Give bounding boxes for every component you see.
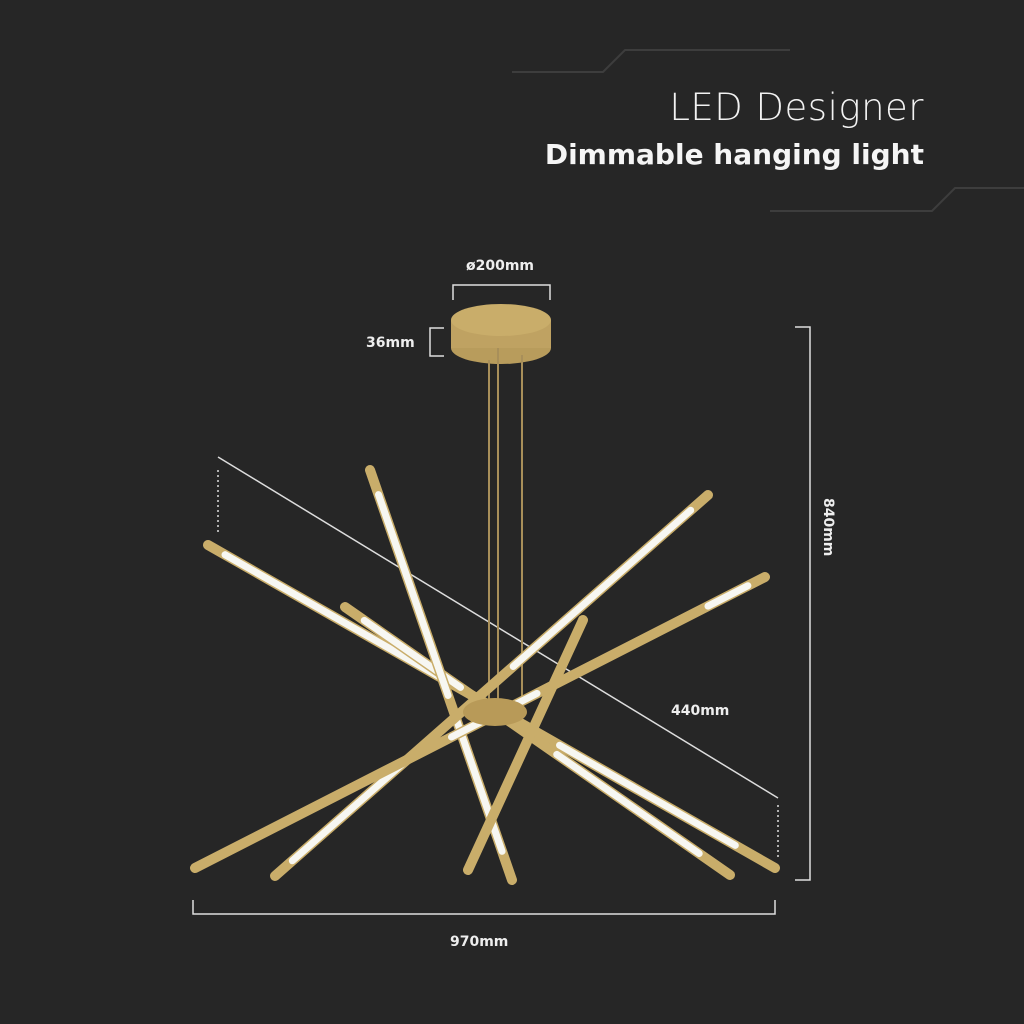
total-width-label: 970mm — [450, 934, 509, 950]
led-segment — [704, 582, 752, 610]
height-bracket — [429, 327, 444, 357]
decor-line-bottom — [770, 187, 1024, 212]
subtitle: Dimmable hanging light — [544, 138, 924, 171]
led-segment — [509, 506, 695, 670]
led-segment — [288, 758, 409, 865]
led-segment — [451, 712, 506, 855]
canopy — [451, 304, 551, 364]
rods — [190, 465, 780, 885]
title: LED Designer — [669, 86, 924, 129]
led-segment — [556, 741, 739, 849]
led-segment — [553, 750, 703, 858]
diameter-bracket — [452, 284, 551, 300]
hub — [463, 698, 527, 726]
total-height-bracket — [795, 326, 811, 881]
decor-lines — [512, 49, 1024, 212]
led-segment — [375, 491, 452, 699]
rod-length-label: 440mm — [671, 703, 730, 719]
width-bracket — [192, 900, 776, 915]
decor-line-top — [512, 49, 790, 73]
led-segment — [221, 551, 450, 685]
canopy-height-label: 36mm — [366, 335, 415, 351]
suspension-wires — [488, 348, 523, 700]
total-height-label: 840mm — [820, 498, 836, 557]
rod — [463, 615, 588, 875]
canopy-diameter-label: ø200mm — [466, 258, 535, 274]
